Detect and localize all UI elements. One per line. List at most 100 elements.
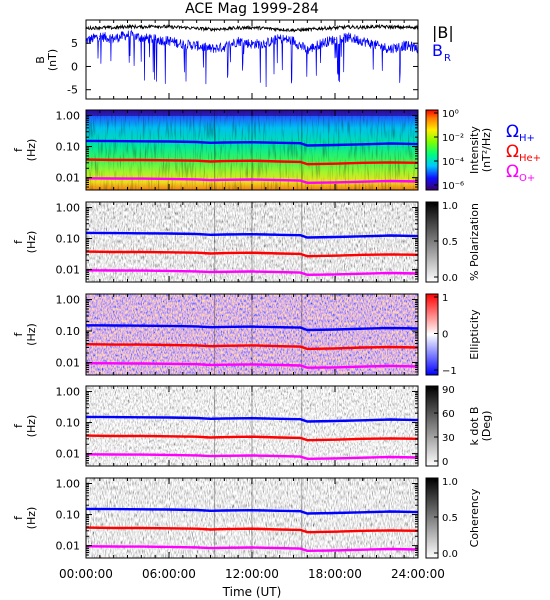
f-axis-label: f (12, 423, 25, 428)
colorbar (425, 109, 439, 191)
ion-line-o (85, 269, 419, 277)
colorbar-tick-label: 0 (442, 457, 448, 468)
ion-line-o (85, 177, 419, 185)
colorbar-tick-label: −1 (442, 366, 457, 377)
colorbar (425, 201, 439, 283)
colorbar-label: k dot B (468, 407, 481, 446)
spectrogram-texture (86, 202, 418, 282)
colorbar-tick-label: 60 (442, 409, 455, 420)
b-r-point (362, 40, 364, 42)
f-tick-label: 0.10 (56, 233, 81, 246)
colorbar-tick-label: 1.0 (442, 477, 458, 488)
f-tick-label: 0.10 (56, 509, 81, 522)
f-tick-label: 1.00 (56, 294, 81, 307)
legend-omega-sub: O+ (519, 173, 535, 184)
f-tick-label: 0.01 (56, 172, 81, 185)
legend-omega-symbol: Ω (506, 122, 519, 142)
ion-line-he (85, 250, 419, 258)
b-total-point (334, 27, 336, 29)
colorbar-label: Intensity (468, 126, 481, 174)
b-panel-bg (86, 20, 418, 99)
ion-line-h (85, 507, 419, 515)
legend-b-total: |B| (432, 23, 454, 42)
colorbar-unit: (Deg) (480, 411, 493, 442)
f-tick-label: 1.00 (56, 201, 81, 214)
f-axis-unit: (Hz) (25, 415, 38, 438)
b-r-point (182, 43, 184, 45)
f-tick-label: 0.10 (56, 141, 81, 154)
f-axis-unit: (Hz) (25, 231, 38, 254)
spectrogram-texture (86, 110, 418, 190)
f-axis-unit: (Hz) (25, 323, 38, 346)
ion-line-h (85, 231, 419, 239)
ion-line-h (85, 139, 419, 147)
ion-line-he (85, 343, 419, 351)
k-dot-b-panel: 1.00 0.10 0.01 f (Hz) 90 60 30 0 k dot B (Deg) (12, 385, 493, 468)
b-r-point (223, 46, 225, 48)
page-title: ACE Mag 1999-284 (185, 1, 319, 17)
b-total-point (154, 25, 156, 27)
b-total-point (237, 27, 239, 29)
f-axis-label: f (12, 239, 25, 244)
b-r-point (209, 48, 212, 50)
b-total-point (140, 26, 142, 28)
x-tick-label: 12:00:00 (225, 567, 279, 581)
ion-line-o (85, 545, 419, 553)
colorbar (425, 477, 439, 559)
b-total-point (306, 29, 308, 31)
b-total-point (209, 28, 212, 30)
b-r-point (168, 40, 170, 42)
f-axis-unit: (Hz) (25, 507, 38, 530)
b-r-point (251, 43, 253, 45)
ion-line-he (85, 526, 419, 534)
colorbar-tick-label: 1 (442, 293, 448, 304)
colorbar (425, 385, 439, 467)
colorbar-tick-label: 0.0 (442, 273, 458, 284)
ion-line-h (85, 415, 419, 423)
spectrogram-texture (86, 294, 418, 375)
legend-omega-symbol: Ω (506, 162, 519, 182)
spectrogram-texture (86, 386, 418, 466)
b-r-point (389, 48, 391, 50)
b-r-point (265, 42, 267, 44)
b-total-point (182, 26, 184, 29)
polarization-panel: 1.00 0.10 0.01 f (Hz) 1.0 0.5 0.0 % Polarization (12, 201, 481, 284)
b-r-point (334, 38, 336, 41)
colorbar-label: Ellipticity (468, 309, 481, 360)
b-total-point (168, 26, 170, 28)
b-y-tick-label: 0 (71, 60, 78, 73)
legend-omega-sub: H+ (519, 133, 535, 144)
ion-line-o (85, 362, 419, 369)
b-r-point (375, 44, 378, 47)
colorbar-tick-label: 10⁻⁴ (442, 157, 464, 168)
legend-omega-symbol: Ω (506, 142, 519, 162)
colorbar-unit: (nT²/Hz) (480, 128, 493, 172)
b-r-point (237, 40, 239, 42)
x-axis-title: Time (UT) (222, 585, 282, 599)
colorbar-label: Coherency (468, 488, 481, 547)
b-r-point (99, 35, 101, 37)
b-total-point (348, 26, 350, 28)
intensity-panel: 1.00 0.10 0.01 f (Hz) 10⁰ 10⁻² 10⁻⁴ 10⁻⁶ Intensit… (12, 109, 493, 192)
colorbar-tick-label: 1.0 (442, 201, 458, 212)
b-r-point (292, 40, 295, 42)
b-r-point (196, 44, 198, 47)
f-axis-label: f (12, 331, 25, 336)
b-r-point (126, 34, 129, 36)
b-total-point (223, 28, 225, 30)
spectrogram-texture (86, 478, 418, 558)
f-tick-label: 0.01 (56, 264, 81, 277)
ion-line-h (85, 324, 419, 332)
colorbar-tick-label: 90 (442, 385, 455, 396)
colorbar-tick-label: 0.0 (442, 549, 458, 560)
b-total-point (279, 28, 281, 30)
ellipticity-panel: 1.00 0.10 0.01 f (Hz) 1 0 −1 Ellipticity (12, 293, 481, 377)
x-tick-label: 24:00:00 (391, 567, 445, 581)
b-total-point (113, 27, 115, 29)
colorbar-tick-label: 10⁻² (442, 133, 464, 144)
b-total-point (99, 26, 101, 29)
x-tick-label: 06:00:00 (142, 567, 196, 581)
f-axis-label: f (12, 147, 25, 152)
legend-omega-sub: He+ (519, 153, 541, 164)
